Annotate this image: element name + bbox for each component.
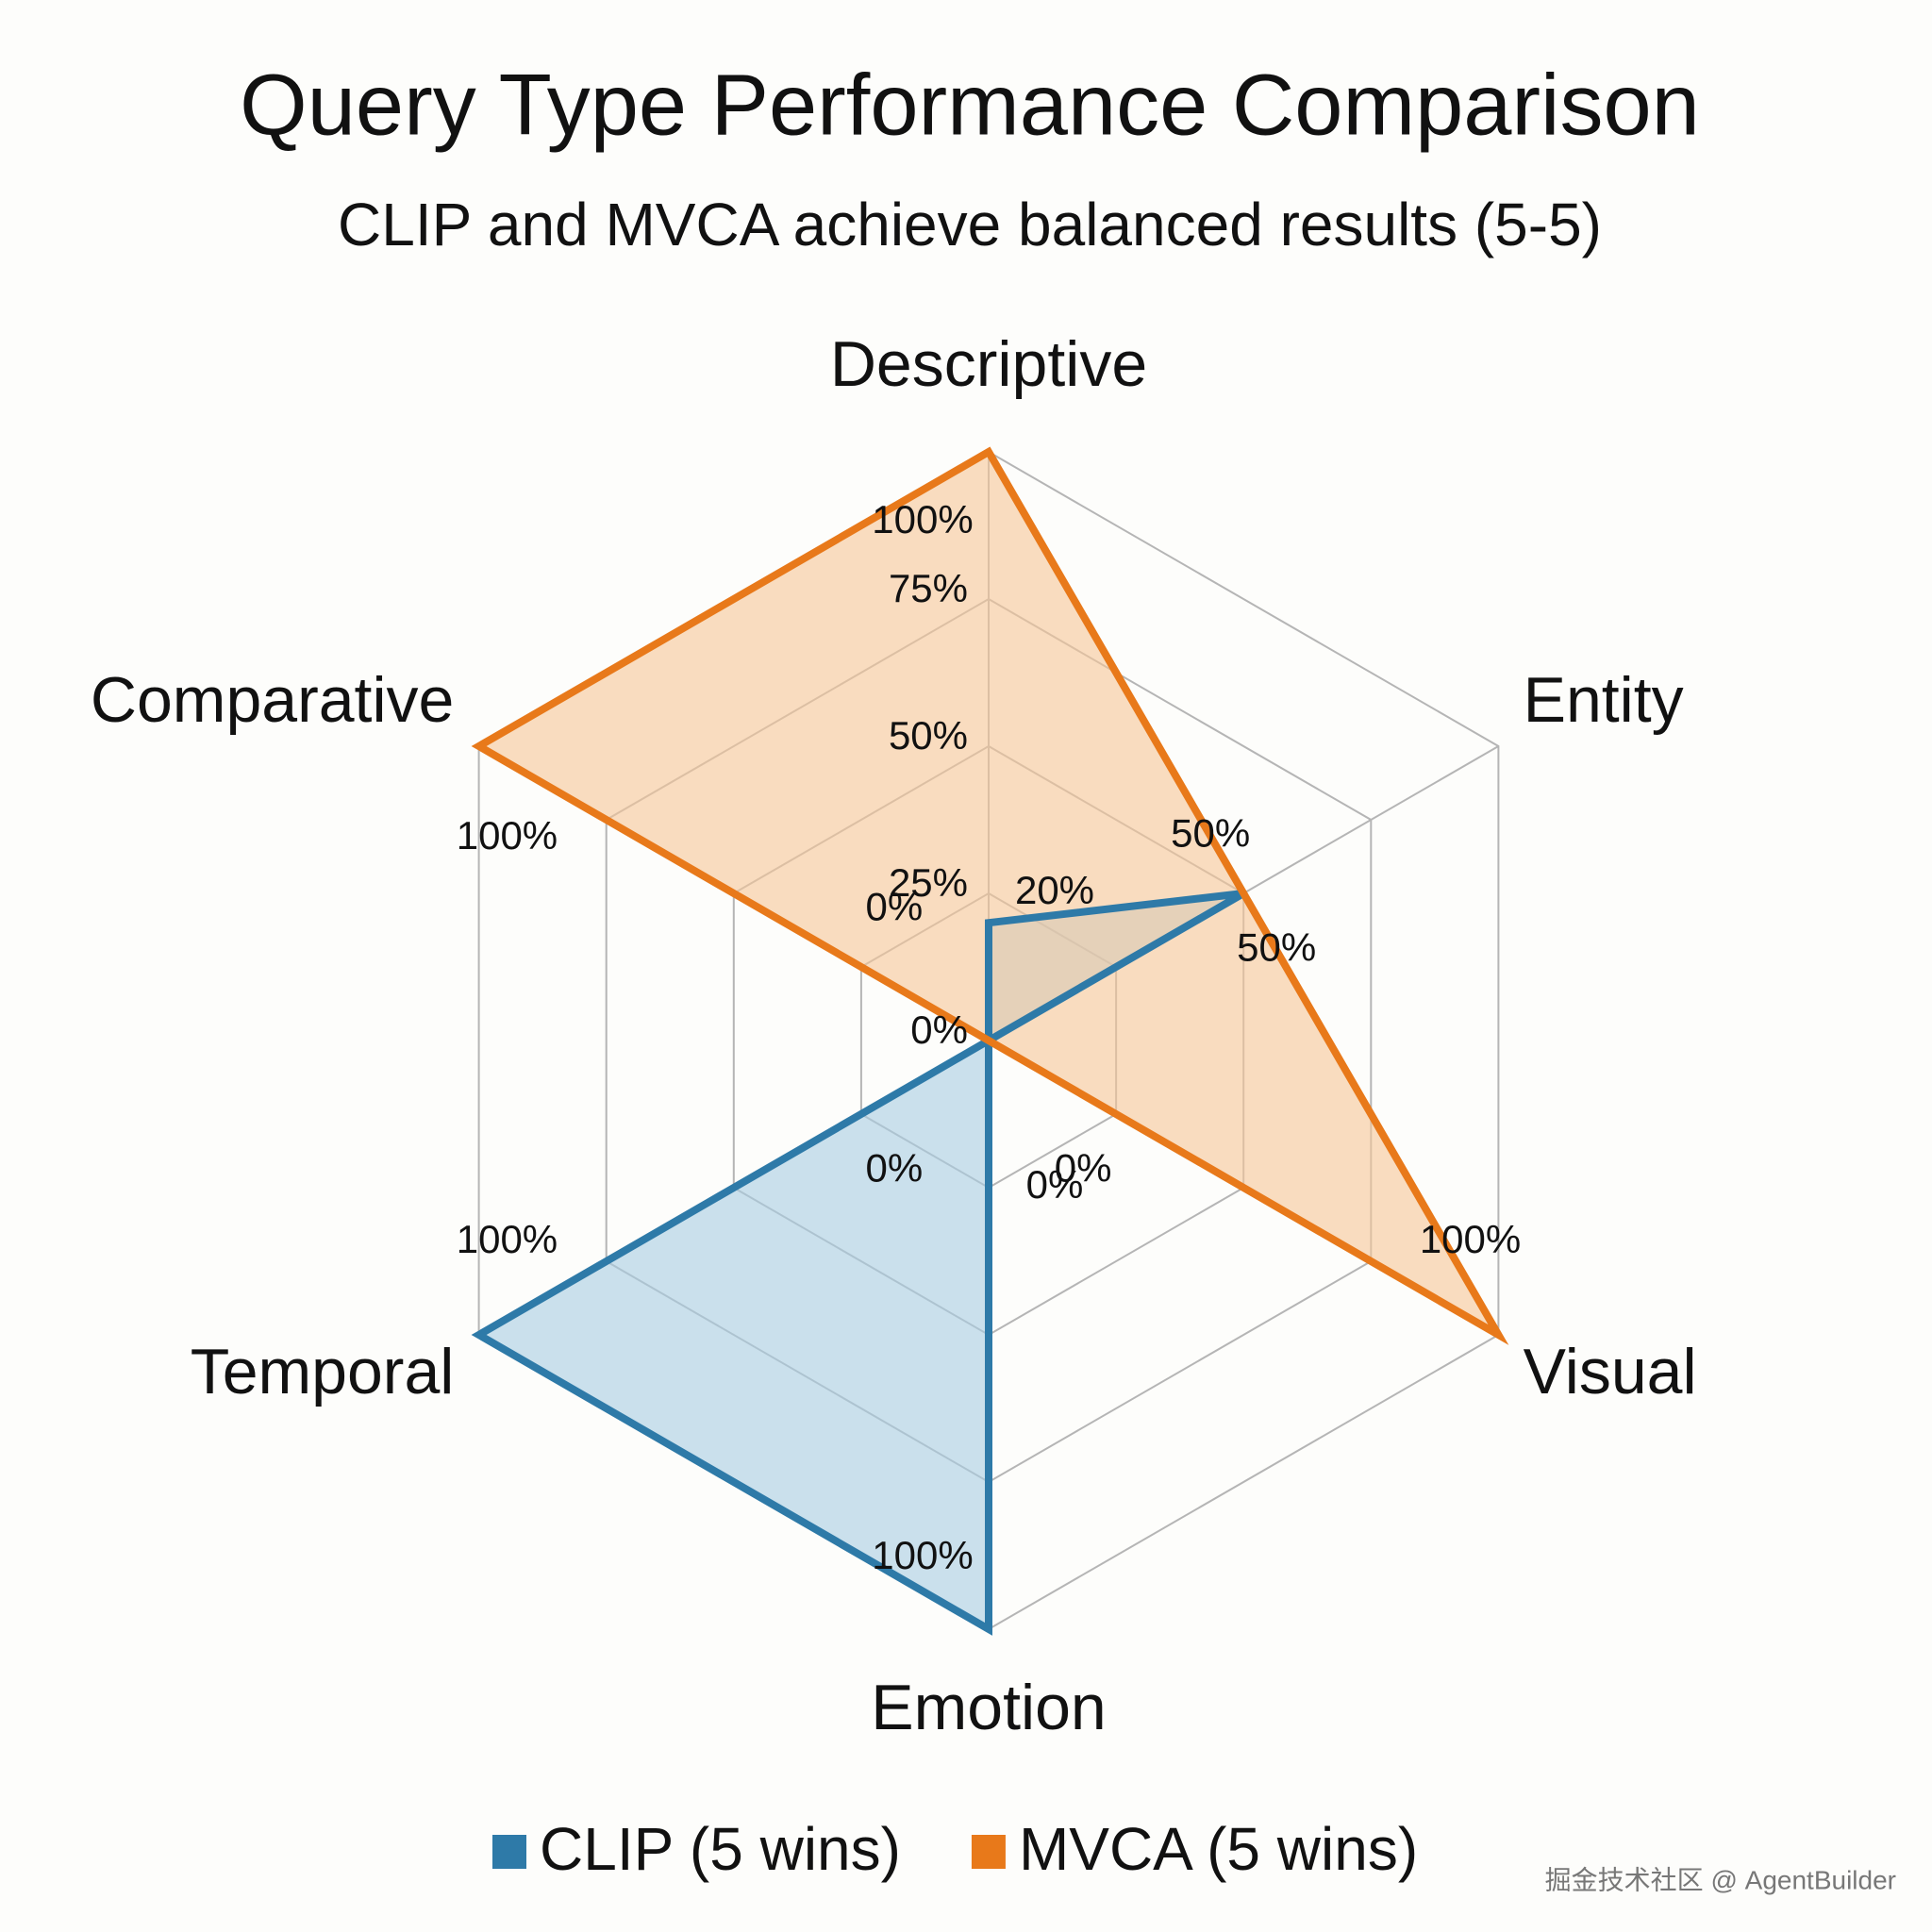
- value-label: 100%: [872, 497, 973, 541]
- chart-subtitle: CLIP and MVCA achieve balanced results (…: [338, 191, 1602, 258]
- value-label: 0%: [1055, 1146, 1112, 1191]
- watermark: 掘金技术社区 @ AgentBuilder: [1545, 1865, 1896, 1894]
- value-label: 100%: [457, 1217, 558, 1261]
- r-tick-label: 75%: [889, 566, 968, 610]
- legend-label: MVCA (5 wins): [1019, 1815, 1418, 1883]
- value-label: 0%: [866, 1146, 924, 1191]
- value-label: 100%: [872, 1533, 973, 1577]
- value-label: 100%: [1420, 1217, 1521, 1261]
- r-tick-label: 25%: [889, 860, 968, 905]
- legend-swatch: [971, 1835, 1006, 1869]
- value-label: 0%: [866, 884, 924, 928]
- axis-label: Temporal: [191, 1336, 455, 1407]
- value-label: 20%: [1015, 868, 1094, 912]
- series-area: [478, 452, 1499, 1335]
- r-tick-label: 0%: [910, 1008, 968, 1052]
- value-label: 50%: [1171, 810, 1250, 855]
- r-tick-label: 50%: [889, 713, 968, 758]
- axis-label: Comparative: [91, 664, 455, 736]
- axis-label: Visual: [1524, 1336, 1697, 1407]
- axis-label: Entity: [1524, 664, 1684, 736]
- chart-title: Query Type Performance Comparison: [240, 57, 1700, 153]
- series-line: [471, 446, 1509, 1345]
- value-label: 100%: [457, 813, 558, 858]
- value-label: 0%: [1026, 1162, 1084, 1207]
- axis-label: Emotion: [871, 1672, 1106, 1743]
- legend-label: CLIP (5 wins): [540, 1815, 901, 1883]
- value-label: 50%: [1237, 925, 1316, 970]
- legend-swatch: [492, 1835, 526, 1869]
- axis-label: Descriptive: [830, 328, 1147, 400]
